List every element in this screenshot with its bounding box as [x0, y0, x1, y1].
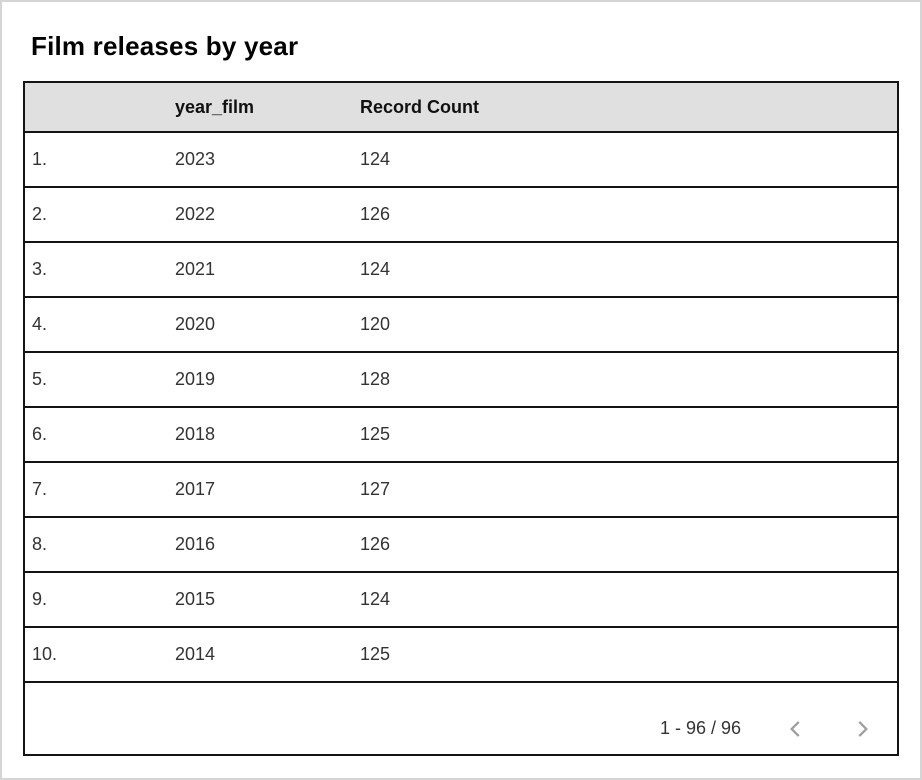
- year-film-cell: 2017: [175, 479, 216, 499]
- record-count-cell: 127: [360, 479, 391, 499]
- next-page-button[interactable]: [847, 714, 877, 744]
- chevron-right-icon: [849, 716, 875, 742]
- record-count-cell: 124: [360, 149, 391, 169]
- row-number-cell: 5.: [32, 369, 48, 389]
- record-count-cell: 126: [360, 204, 391, 224]
- page-title: Film releases by year: [31, 31, 299, 61]
- row-number-cell: 7.: [32, 479, 48, 499]
- pagination-range-label: 1 - 96 / 96: [659, 718, 741, 738]
- table-pagination-bar: 1 - 96 / 96: [25, 681, 897, 754]
- previous-page-button[interactable]: [781, 714, 811, 744]
- table-row: 9. 2015 124: [25, 571, 897, 626]
- year-film-cell: 2023: [175, 149, 216, 169]
- header-year-film[interactable]: year_film: [175, 96, 255, 117]
- data-table: year_film Record Count 1. 2023 124 2. 20…: [23, 81, 899, 756]
- row-number-cell: 8.: [32, 534, 48, 554]
- table-row: 2. 2022 126: [25, 186, 897, 241]
- record-count-cell: 125: [360, 644, 391, 664]
- chevron-left-icon: [783, 716, 809, 742]
- row-number-cell: 4.: [32, 314, 48, 334]
- year-film-cell: 2018: [175, 424, 216, 444]
- record-count-cell: 128: [360, 369, 391, 389]
- table-row: 4. 2020 120: [25, 296, 897, 351]
- year-film-cell: 2015: [175, 589, 216, 609]
- year-film-cell: 2022: [175, 204, 216, 224]
- year-film-cell: 2014: [175, 644, 216, 664]
- record-count-cell: 124: [360, 589, 391, 609]
- year-film-cell: 2016: [175, 534, 216, 554]
- record-count-cell: 124: [360, 259, 391, 279]
- table-row: 10. 2014 125: [25, 626, 897, 681]
- row-number-cell: 6.: [32, 424, 48, 444]
- table-row: 8. 2016 126: [25, 516, 897, 571]
- row-number-cell: 1.: [32, 149, 48, 169]
- record-count-cell: 120: [360, 314, 391, 334]
- header-record-count[interactable]: Record Count: [360, 96, 479, 117]
- row-number-cell: 10.: [32, 644, 58, 664]
- table-row: 7. 2017 127: [25, 461, 897, 516]
- table-header-row: year_film Record Count: [25, 83, 897, 131]
- row-number-cell: 3.: [32, 259, 48, 279]
- record-count-cell: 125: [360, 424, 391, 444]
- table-row: 6. 2018 125: [25, 406, 897, 461]
- table-row: 1. 2023 124: [25, 131, 897, 186]
- table-row: 3. 2021 124: [25, 241, 897, 296]
- year-film-cell: 2019: [175, 369, 216, 389]
- year-film-cell: 2020: [175, 314, 216, 334]
- table-row: 5. 2019 128: [25, 351, 897, 406]
- record-count-cell: 126: [360, 534, 391, 554]
- row-number-cell: 2.: [32, 204, 48, 224]
- year-film-cell: 2021: [175, 259, 216, 279]
- row-number-cell: 9.: [32, 589, 48, 609]
